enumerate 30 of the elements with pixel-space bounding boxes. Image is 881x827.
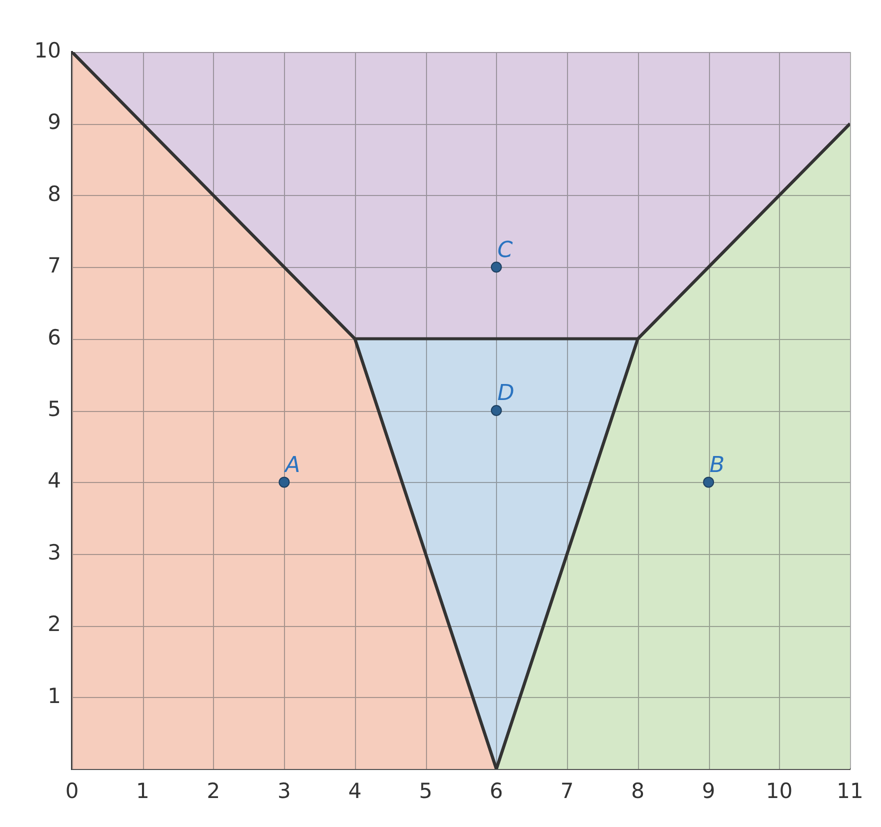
data-label: A — [283, 452, 300, 478]
point — [278, 476, 290, 488]
x-tick-label: 7 — [560, 779, 574, 804]
x-tick-label: 11 — [836, 779, 864, 804]
y-tick-label: 4 — [48, 468, 61, 493]
y-tick-label: 9 — [48, 110, 61, 134]
x-tick-label: 2 — [206, 779, 220, 804]
y-tick-label: 10 — [34, 38, 61, 62]
point — [490, 262, 502, 273]
x-tick-label: 1 — [136, 779, 150, 804]
data-label: D — [497, 381, 514, 406]
x-tick-label: 10 — [766, 779, 793, 804]
x-tick-label: 8 — [631, 779, 645, 804]
x-tick-label: 0 — [65, 779, 79, 804]
x-tick-label: 5 — [418, 779, 432, 804]
y-tick-label: 3 — [48, 540, 61, 564]
x-tick-label: 6 — [490, 779, 504, 804]
y-tick-label: 6 — [48, 325, 61, 350]
data-label: B — [710, 452, 725, 478]
point — [490, 405, 502, 416]
y-tick-label: 2 — [48, 612, 61, 636]
y-tick-label: 7 — [48, 254, 61, 278]
x-tick-label: 9 — [702, 779, 716, 804]
data-label: C — [497, 238, 514, 263]
y-tick-label: 1 — [48, 684, 61, 708]
y-tick-label: 8 — [48, 182, 61, 206]
point — [703, 476, 714, 488]
x-tick-label: 4 — [348, 779, 362, 804]
y-tick-label: 5 — [48, 396, 61, 421]
x-tick-label: 3 — [277, 779, 291, 804]
